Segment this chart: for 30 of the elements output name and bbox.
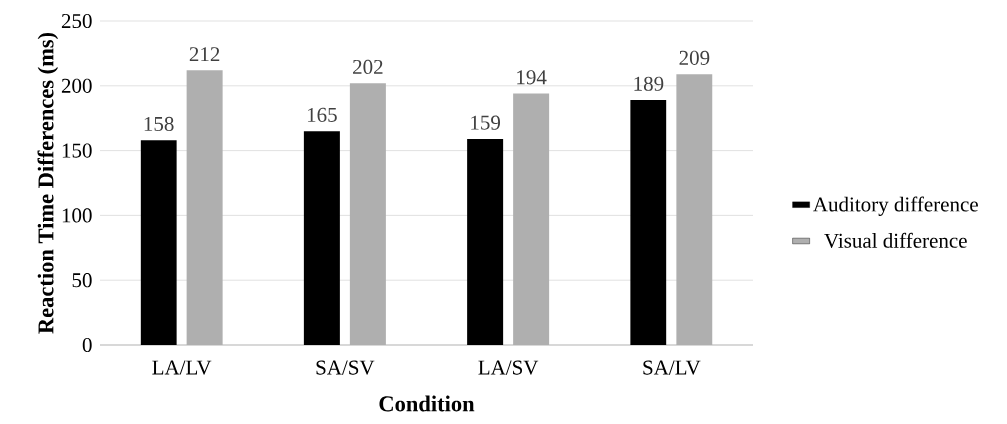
data-label: 165 (307, 107, 337, 122)
bar (513, 93, 550, 345)
data-label: 189 (634, 76, 664, 91)
bar (303, 131, 340, 345)
x-tick-label: LA/LV (152, 360, 212, 375)
y-tick-label: 50 (72, 273, 92, 288)
y-tick-label: 100 (62, 208, 92, 223)
bar (186, 70, 223, 345)
data-label: 159 (471, 115, 501, 130)
data-label: 202 (353, 59, 383, 75)
bar (349, 83, 386, 345)
data-label: 212 (189, 47, 220, 62)
y-tick-label: 250 (61, 13, 92, 29)
legend-label: Auditory difference (813, 196, 978, 216)
y-tick-label: 150 (62, 143, 92, 158)
y-tick-label: 200 (61, 78, 92, 93)
y-tick-label: 0 (82, 337, 92, 353)
data-label: 209 (679, 50, 710, 65)
bar (676, 74, 713, 345)
x-axis-title: Condition (379, 395, 475, 412)
x-tick-label: SA/LV (643, 360, 701, 375)
x-tick-label: SA/SV (316, 360, 375, 375)
bar (140, 140, 177, 345)
bar (630, 100, 667, 345)
y-axis-title: Reaction Time Differences (ms) (37, 32, 59, 334)
data-label: 158 (144, 116, 174, 132)
data-label: 194 (517, 70, 547, 85)
legend-label: Visual difference (824, 232, 967, 248)
x-tick-label: LA/SV (478, 360, 539, 375)
bar (467, 138, 504, 345)
